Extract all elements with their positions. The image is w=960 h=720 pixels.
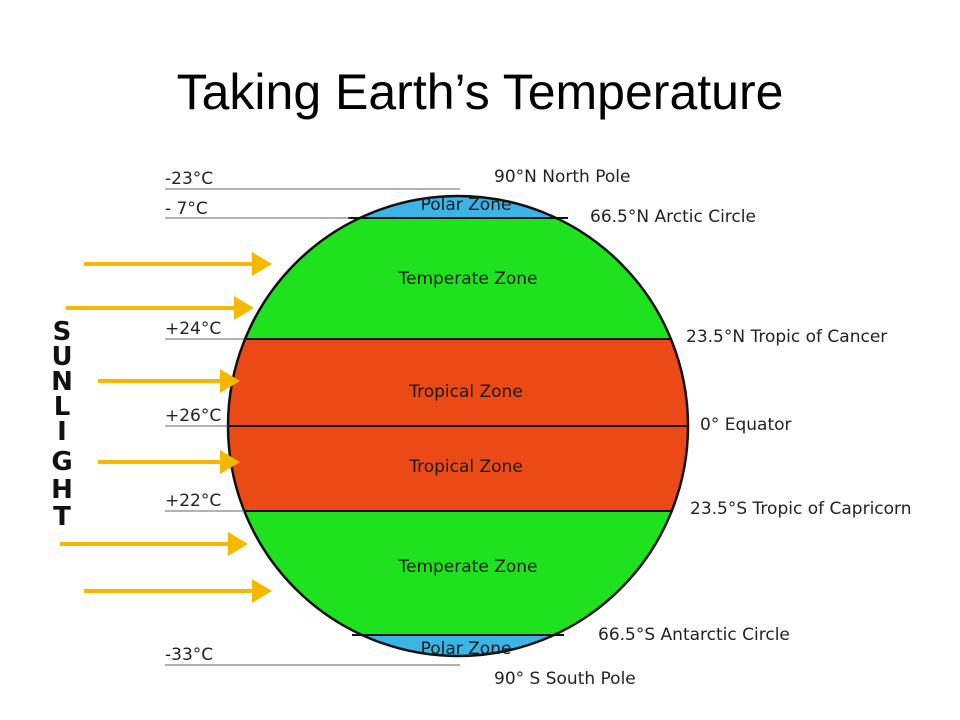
latitude-north-pole: 90°N North Pole <box>494 167 630 187</box>
sunlight-letter: N <box>51 367 73 397</box>
sunlight-arrow <box>98 369 240 393</box>
zone-label-tropical-south: Tropical Zone <box>408 457 523 477</box>
sunlight-letter: L <box>54 392 71 422</box>
temperature-guide-lines <box>165 188 460 666</box>
sunlight-label: S U N L I G H T <box>51 317 73 532</box>
temp-arctic: - 7°C <box>165 199 208 219</box>
latitude-tropic-cancer: 23.5°N Tropic of Cancer <box>686 327 887 347</box>
latitude-arctic-circle: 66.5°N Arctic Circle <box>590 207 756 227</box>
sunlight-arrow <box>84 579 272 603</box>
sunlight-arrow <box>84 252 272 276</box>
sunlight-letter: G <box>51 447 72 477</box>
sunlight-letter: T <box>53 502 71 532</box>
temp-tropic-cancer: +24°C <box>165 319 221 339</box>
band-borders <box>228 217 688 636</box>
latitude-equator: 0° Equator <box>700 415 792 435</box>
temp-north-pole: -23°C <box>165 169 213 189</box>
zone-label-temperate-south: Temperate Zone <box>398 557 538 577</box>
temp-equator: +26°C <box>165 406 221 426</box>
zone-label-tropical-north: Tropical Zone <box>408 382 523 402</box>
sunlight-arrow <box>60 532 248 556</box>
zone-label-temperate-north: Temperate Zone <box>398 269 538 289</box>
temp-south-pole: -33°C <box>165 645 213 665</box>
latitude-antarctic-circle: 66.5°S Antarctic Circle <box>598 625 790 645</box>
latitude-south-pole: 90° S South Pole <box>494 669 636 689</box>
sunlight-letter: I <box>57 417 67 447</box>
sunlight-letter: S <box>53 317 72 347</box>
sunlight-arrows <box>60 252 272 603</box>
latitude-tropic-capricorn: 23.5°S Tropic of Capricorn <box>690 499 912 519</box>
zone-label-polar-south: Polar Zone <box>421 639 512 659</box>
slide-title: Taking Earth’s Temperature <box>176 64 784 120</box>
sunlight-arrow <box>98 450 240 474</box>
sunlight-arrow <box>66 296 254 320</box>
temp-tropic-capricorn: +22°C <box>165 491 221 511</box>
sunlight-letter: U <box>51 342 72 372</box>
sunlight-letter: H <box>51 475 73 505</box>
zone-label-polar-north: Polar Zone <box>421 195 512 215</box>
globe-bands <box>228 196 688 656</box>
